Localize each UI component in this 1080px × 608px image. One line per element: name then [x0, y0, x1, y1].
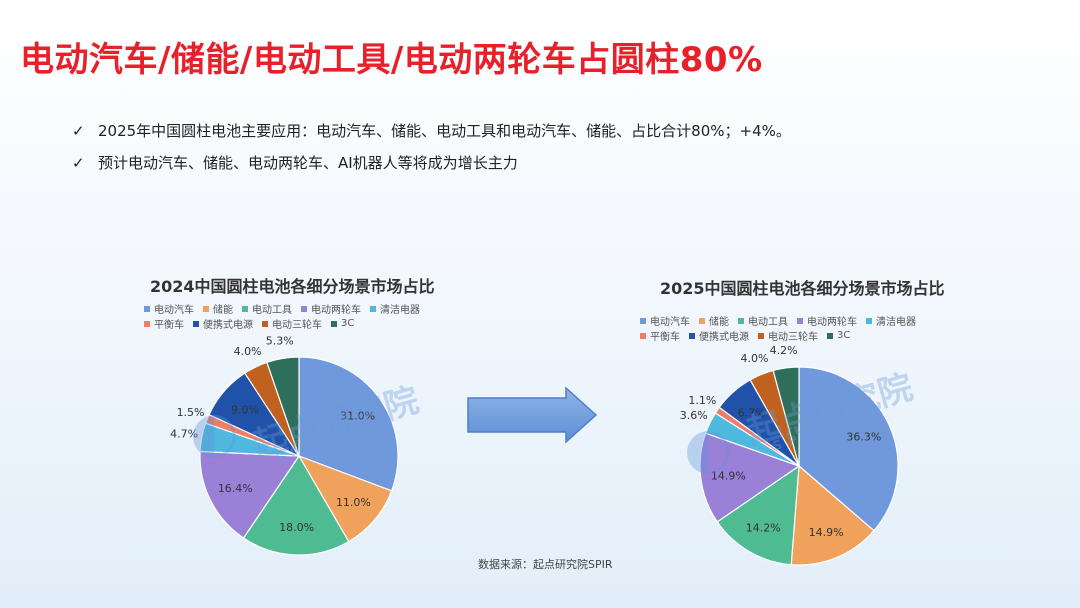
legend-item: 电动汽车 — [144, 301, 194, 316]
legend-swatch — [144, 305, 150, 312]
legend-item: 电动两轮车 — [797, 313, 857, 328]
pie-data-label: 9.0% — [231, 403, 259, 416]
bullet-1: ✓ 2025年中国圆柱电池主要应用：电动汽车、储能、电动工具和电动汽车、储能、占比… — [72, 120, 791, 141]
legend-label: 清洁电器 — [380, 305, 420, 316]
pie-data-label: 31.0% — [340, 409, 375, 422]
pie-data-label: 4.2% — [770, 344, 798, 357]
pie-slice — [199, 450, 301, 539]
legend-swatch — [797, 317, 803, 324]
bullet-text: 预计电动汽车、储能、电动两轮车、AI机器人等将成为增长主力 — [98, 154, 518, 172]
legend-item: 储能 — [699, 313, 729, 328]
legend-swatch — [758, 332, 764, 339]
legend-swatch — [640, 332, 646, 339]
legend-swatch — [262, 320, 268, 327]
legend-label: 电动汽车 — [650, 317, 690, 328]
pie-chart-2025: 36.3% 14.9% 14.2% 14.9% 3.6% 1.1% 6.7% 4.0%4.2% — [680, 344, 899, 566]
legend-label: 电动三轮车 — [768, 332, 818, 343]
pie-slice — [790, 464, 875, 566]
legend-item: 便携式电源 — [689, 328, 749, 343]
pie-chart-2024: 31.0% 11.0% 18.0% 16.4% 4.7% 1.5% 9.0% 4.0% 5.3% — [170, 335, 399, 556]
legend-item: 3C — [331, 318, 354, 329]
source-note: 数据来源：起点研究院SPIR — [478, 558, 613, 571]
legend-label: 平衡车 — [650, 332, 680, 343]
check-icon: ✓ — [72, 122, 85, 140]
legend-item: 储能 — [203, 301, 233, 316]
pie-slice — [242, 454, 350, 556]
legend-label: 电动两轮车 — [807, 317, 857, 328]
legend-label: 电动汽车 — [154, 305, 194, 316]
pie-data-label: 4.7% — [170, 428, 198, 441]
legend-swatch — [866, 317, 872, 324]
pie-data-label: 14.9% — [809, 526, 844, 539]
legend-item: 电动两轮车 — [301, 301, 361, 316]
legend-swatch — [689, 332, 695, 339]
pie-slice — [798, 366, 899, 532]
legend-swatch — [242, 305, 248, 312]
legend-item: 电动三轮车 — [758, 328, 818, 343]
legend-label: 电动两轮车 — [311, 305, 361, 316]
watermark-icon: ◐ — [190, 400, 239, 465]
chart-legend-2025: 电动汽车 储能 电动工具 电动两轮车 清洁电器平衡车 便携式电源 电动三轮车 3C — [640, 313, 925, 343]
pie-data-label: 4.0% — [234, 345, 262, 358]
pie-data-label: 4.0% — [741, 352, 769, 365]
legend-swatch — [301, 305, 307, 312]
legend-swatch — [827, 332, 833, 339]
legend-label: 储能 — [213, 305, 233, 316]
legend-item: 清洁电器 — [866, 313, 916, 328]
legend-item: 电动工具 — [242, 301, 292, 316]
legend-label: 电动三轮车 — [272, 320, 322, 331]
chart-title-2025: 2025中国圆柱电池各细分场景市场占比 — [660, 279, 945, 298]
pie-data-label: 18.0% — [279, 521, 314, 534]
page-title: 电动汽车/储能/电动工具/电动两轮车占圆柱80% — [20, 40, 763, 80]
bullet-text: 2025年中国圆柱电池主要应用：电动汽车、储能、电动工具和电动汽车、储能、占比合… — [98, 122, 791, 140]
legend-swatch — [331, 320, 337, 327]
legend-label: 3C — [837, 330, 851, 341]
arrow-right-icon — [467, 386, 598, 444]
pie-data-label: 16.4% — [218, 482, 253, 495]
legend-label: 3C — [341, 318, 355, 329]
pie-data-label: 5.3% — [266, 335, 294, 348]
legend-label: 电动工具 — [252, 305, 292, 316]
legend-swatch — [699, 317, 705, 324]
pie-data-label: 14.9% — [711, 469, 746, 482]
pie-slice — [716, 464, 800, 566]
pie-data-label: 11.0% — [336, 496, 371, 509]
legend-label: 电动工具 — [748, 317, 788, 328]
pie-slice — [266, 356, 300, 457]
pie-slice — [772, 366, 800, 467]
legend-label: 清洁电器 — [876, 317, 916, 328]
pie-data-label: 1.1% — [688, 394, 716, 407]
legend-label: 储能 — [709, 317, 729, 328]
legend-item: 平衡车 — [640, 328, 680, 343]
pie-data-label: 6.7% — [738, 407, 766, 420]
legend-item: 电动三轮车 — [262, 316, 322, 331]
legend-item: 电动汽车 — [640, 313, 690, 328]
legend-swatch — [144, 320, 150, 327]
legend-item: 3C — [827, 330, 850, 341]
pie-data-label: 3.6% — [680, 409, 708, 422]
legend-swatch — [203, 305, 209, 312]
legend-swatch — [640, 317, 646, 324]
bullet-2: ✓ 预计电动汽车、储能、电动两轮车、AI机器人等将成为增长主力 — [72, 152, 518, 173]
pie-slice — [298, 356, 399, 492]
legend-swatch — [738, 317, 744, 324]
pie-data-label: 36.3% — [846, 430, 881, 443]
legend-item: 平衡车 — [144, 316, 184, 331]
check-icon: ✓ — [72, 154, 85, 172]
chart-title-2024: 2024中国圆柱电池各细分场景市场占比 — [150, 277, 435, 296]
chart-legend-2024: 电动汽车 储能 电动工具 电动两轮车 清洁电器平衡车 便携式电源 电动三轮车 3C — [144, 301, 429, 331]
legend-swatch — [193, 320, 199, 327]
pie-slice — [699, 432, 801, 523]
pie-data-label: 14.2% — [746, 522, 781, 535]
legend-label: 便携式电源 — [699, 332, 749, 343]
legend-label: 平衡车 — [154, 320, 184, 331]
legend-swatch — [370, 305, 376, 312]
watermark-icon: ◐ — [684, 416, 733, 481]
legend-item: 电动工具 — [738, 313, 788, 328]
legend-label: 便携式电源 — [203, 320, 253, 331]
legend-item: 清洁电器 — [370, 301, 420, 316]
pie-data-label: 1.5% — [177, 406, 205, 419]
legend-item: 便携式电源 — [193, 316, 253, 331]
pie-slice — [297, 454, 393, 543]
